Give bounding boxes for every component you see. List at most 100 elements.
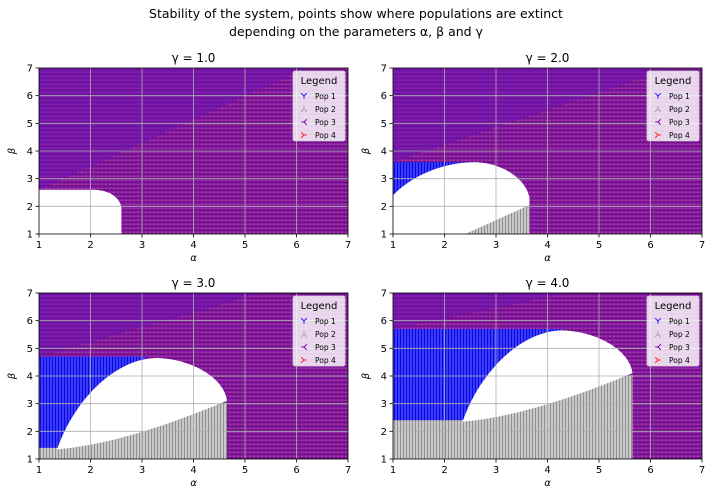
legend-marker-tri_left — [301, 343, 308, 351]
legend-marker-tri_right — [654, 356, 661, 364]
legend-marker-tri_up — [300, 106, 308, 113]
subplot-title: γ = 3.0 — [172, 276, 216, 290]
x-tick-label: 7 — [699, 240, 705, 251]
y-tick-label: 3 — [381, 399, 387, 410]
subplot-title: γ = 2.0 — [526, 51, 570, 65]
y-tick-label: 4 — [27, 372, 33, 383]
legend-label: Pop 1 — [669, 317, 690, 326]
y-tick-label: 5 — [27, 344, 33, 355]
suptitle-line-2: depending on the parameters α, β and γ — [229, 24, 484, 39]
y-tick-label: 2 — [381, 202, 387, 213]
legend-title: Legend — [655, 301, 692, 312]
legend-title: Legend — [301, 76, 338, 87]
y-tick-label: 6 — [381, 91, 387, 102]
x-tick-label: 5 — [596, 240, 602, 251]
legend-marker-tri_down — [654, 317, 662, 324]
legend-label: Pop 1 — [669, 92, 690, 101]
legend-marker-tri_down — [300, 92, 308, 99]
x-tick-label: 1 — [390, 240, 396, 251]
region-pop2 — [465, 204, 530, 234]
x-tick-label: 1 — [36, 240, 42, 251]
legend-label: Pop 3 — [669, 343, 690, 352]
subplot-gamma-2: 1 2 3 4 5 6 7 1 2 3 4 5 6 7 γ = 2.0 α β Legend Pop 1 Pop 2 P… — [361, 51, 705, 264]
legend-marker-tri_up — [654, 331, 662, 338]
x-tick-label: 2 — [87, 465, 93, 476]
region-pop1-pop3 — [393, 68, 672, 163]
x-tick-label: 3 — [139, 465, 145, 476]
legend-title: Legend — [301, 301, 338, 312]
y-axis-label: β — [361, 147, 372, 155]
y-tick-label: 2 — [27, 202, 33, 213]
legend-label: Pop 4 — [669, 356, 690, 365]
x-tick-label: 7 — [345, 240, 351, 251]
subplot-gamma-4: 1 2 3 4 5 6 7 1 2 3 4 5 6 7 γ = 4.0 α β Legend Pop 1 Pop 2 P… — [361, 276, 705, 489]
x-axis-label: α — [544, 478, 551, 489]
legend-marker-tri_right — [300, 356, 307, 364]
y-tick-label: 5 — [27, 119, 33, 130]
y-tick-label: 3 — [27, 399, 33, 410]
y-tick-label: 2 — [381, 427, 387, 438]
legend-marker-tri_down — [300, 317, 308, 324]
subplot-gamma-1: 1 2 3 4 5 6 7 1 2 3 4 5 6 7 γ = 1.0 α β Legend Pop 1 Pop 2 P… — [7, 51, 351, 264]
y-tick-label: 4 — [27, 147, 33, 158]
x-tick-label: 1 — [36, 465, 42, 476]
suptitle-line-1: Stability of the system, points show whe… — [149, 6, 563, 21]
x-tick-label: 3 — [139, 240, 145, 251]
subplot-title: γ = 1.0 — [172, 51, 216, 65]
x-tick-label: 2 — [87, 240, 93, 251]
region-pop1-pop3 — [39, 293, 261, 357]
y-tick-label: 3 — [27, 174, 33, 185]
x-tick-label: 4 — [190, 240, 196, 251]
x-tick-label: 7 — [345, 465, 351, 476]
x-tick-label: 6 — [647, 465, 653, 476]
x-tick-label: 4 — [544, 240, 550, 251]
legend-label: Pop 2 — [669, 330, 690, 339]
region-pop1-pop3 — [393, 293, 569, 329]
y-tick-label: 2 — [27, 427, 33, 438]
legend-label: Pop 2 — [315, 330, 336, 339]
x-tick-label: 4 — [544, 465, 550, 476]
x-tick-label: 3 — [493, 240, 499, 251]
region-pop1-pop3 — [39, 68, 307, 190]
legend: Legend Pop 1 Pop 2 Pop 3 Pop 4 — [292, 295, 346, 367]
y-tick-label: 7 — [27, 64, 33, 75]
legend-marker-tri_left — [655, 118, 662, 126]
x-tick-label: 5 — [596, 465, 602, 476]
x-tick-label: 5 — [242, 240, 248, 251]
y-tick-label: 1 — [381, 230, 387, 241]
subplot-gamma-3: 1 2 3 4 5 6 7 1 2 3 4 5 6 7 γ = 3.0 α β Legend Pop 1 Pop 2 P… — [7, 276, 351, 489]
y-tick-label: 4 — [381, 372, 387, 383]
y-tick-label: 5 — [381, 344, 387, 355]
legend-marker-tri_up — [300, 331, 308, 338]
legend-label: Pop 1 — [315, 92, 336, 101]
y-tick-label: 4 — [381, 147, 387, 158]
legend-label: Pop 4 — [315, 131, 336, 140]
subplot-title: γ = 4.0 — [526, 276, 570, 290]
legend-marker-tri_left — [301, 118, 308, 126]
x-axis-label: α — [190, 253, 197, 264]
legend: Legend Pop 1 Pop 2 Pop 3 Pop 4 — [646, 70, 700, 142]
y-tick-label: 6 — [381, 316, 387, 327]
legend-label: Pop 3 — [315, 118, 336, 127]
x-tick-label: 1 — [390, 465, 396, 476]
x-tick-label: 5 — [242, 465, 248, 476]
y-axis-label: β — [7, 147, 18, 155]
y-tick-label: 7 — [27, 289, 33, 300]
x-tick-label: 3 — [493, 465, 499, 476]
legend-label: Pop 4 — [669, 131, 690, 140]
legend-label: Pop 1 — [315, 317, 336, 326]
legend-label: Pop 4 — [315, 356, 336, 365]
legend-marker-tri_up — [654, 106, 662, 113]
legend-label: Pop 3 — [669, 118, 690, 127]
legend-label: Pop 3 — [315, 343, 336, 352]
x-tick-label: 6 — [647, 240, 653, 251]
x-tick-label: 6 — [293, 240, 299, 251]
x-tick-label: 2 — [441, 240, 447, 251]
plot-area — [39, 293, 348, 459]
region-stable — [39, 189, 122, 234]
y-tick-label: 3 — [381, 174, 387, 185]
x-tick-label: 6 — [293, 465, 299, 476]
legend-marker-tri_left — [655, 343, 662, 351]
legend-label: Pop 2 — [315, 105, 336, 114]
